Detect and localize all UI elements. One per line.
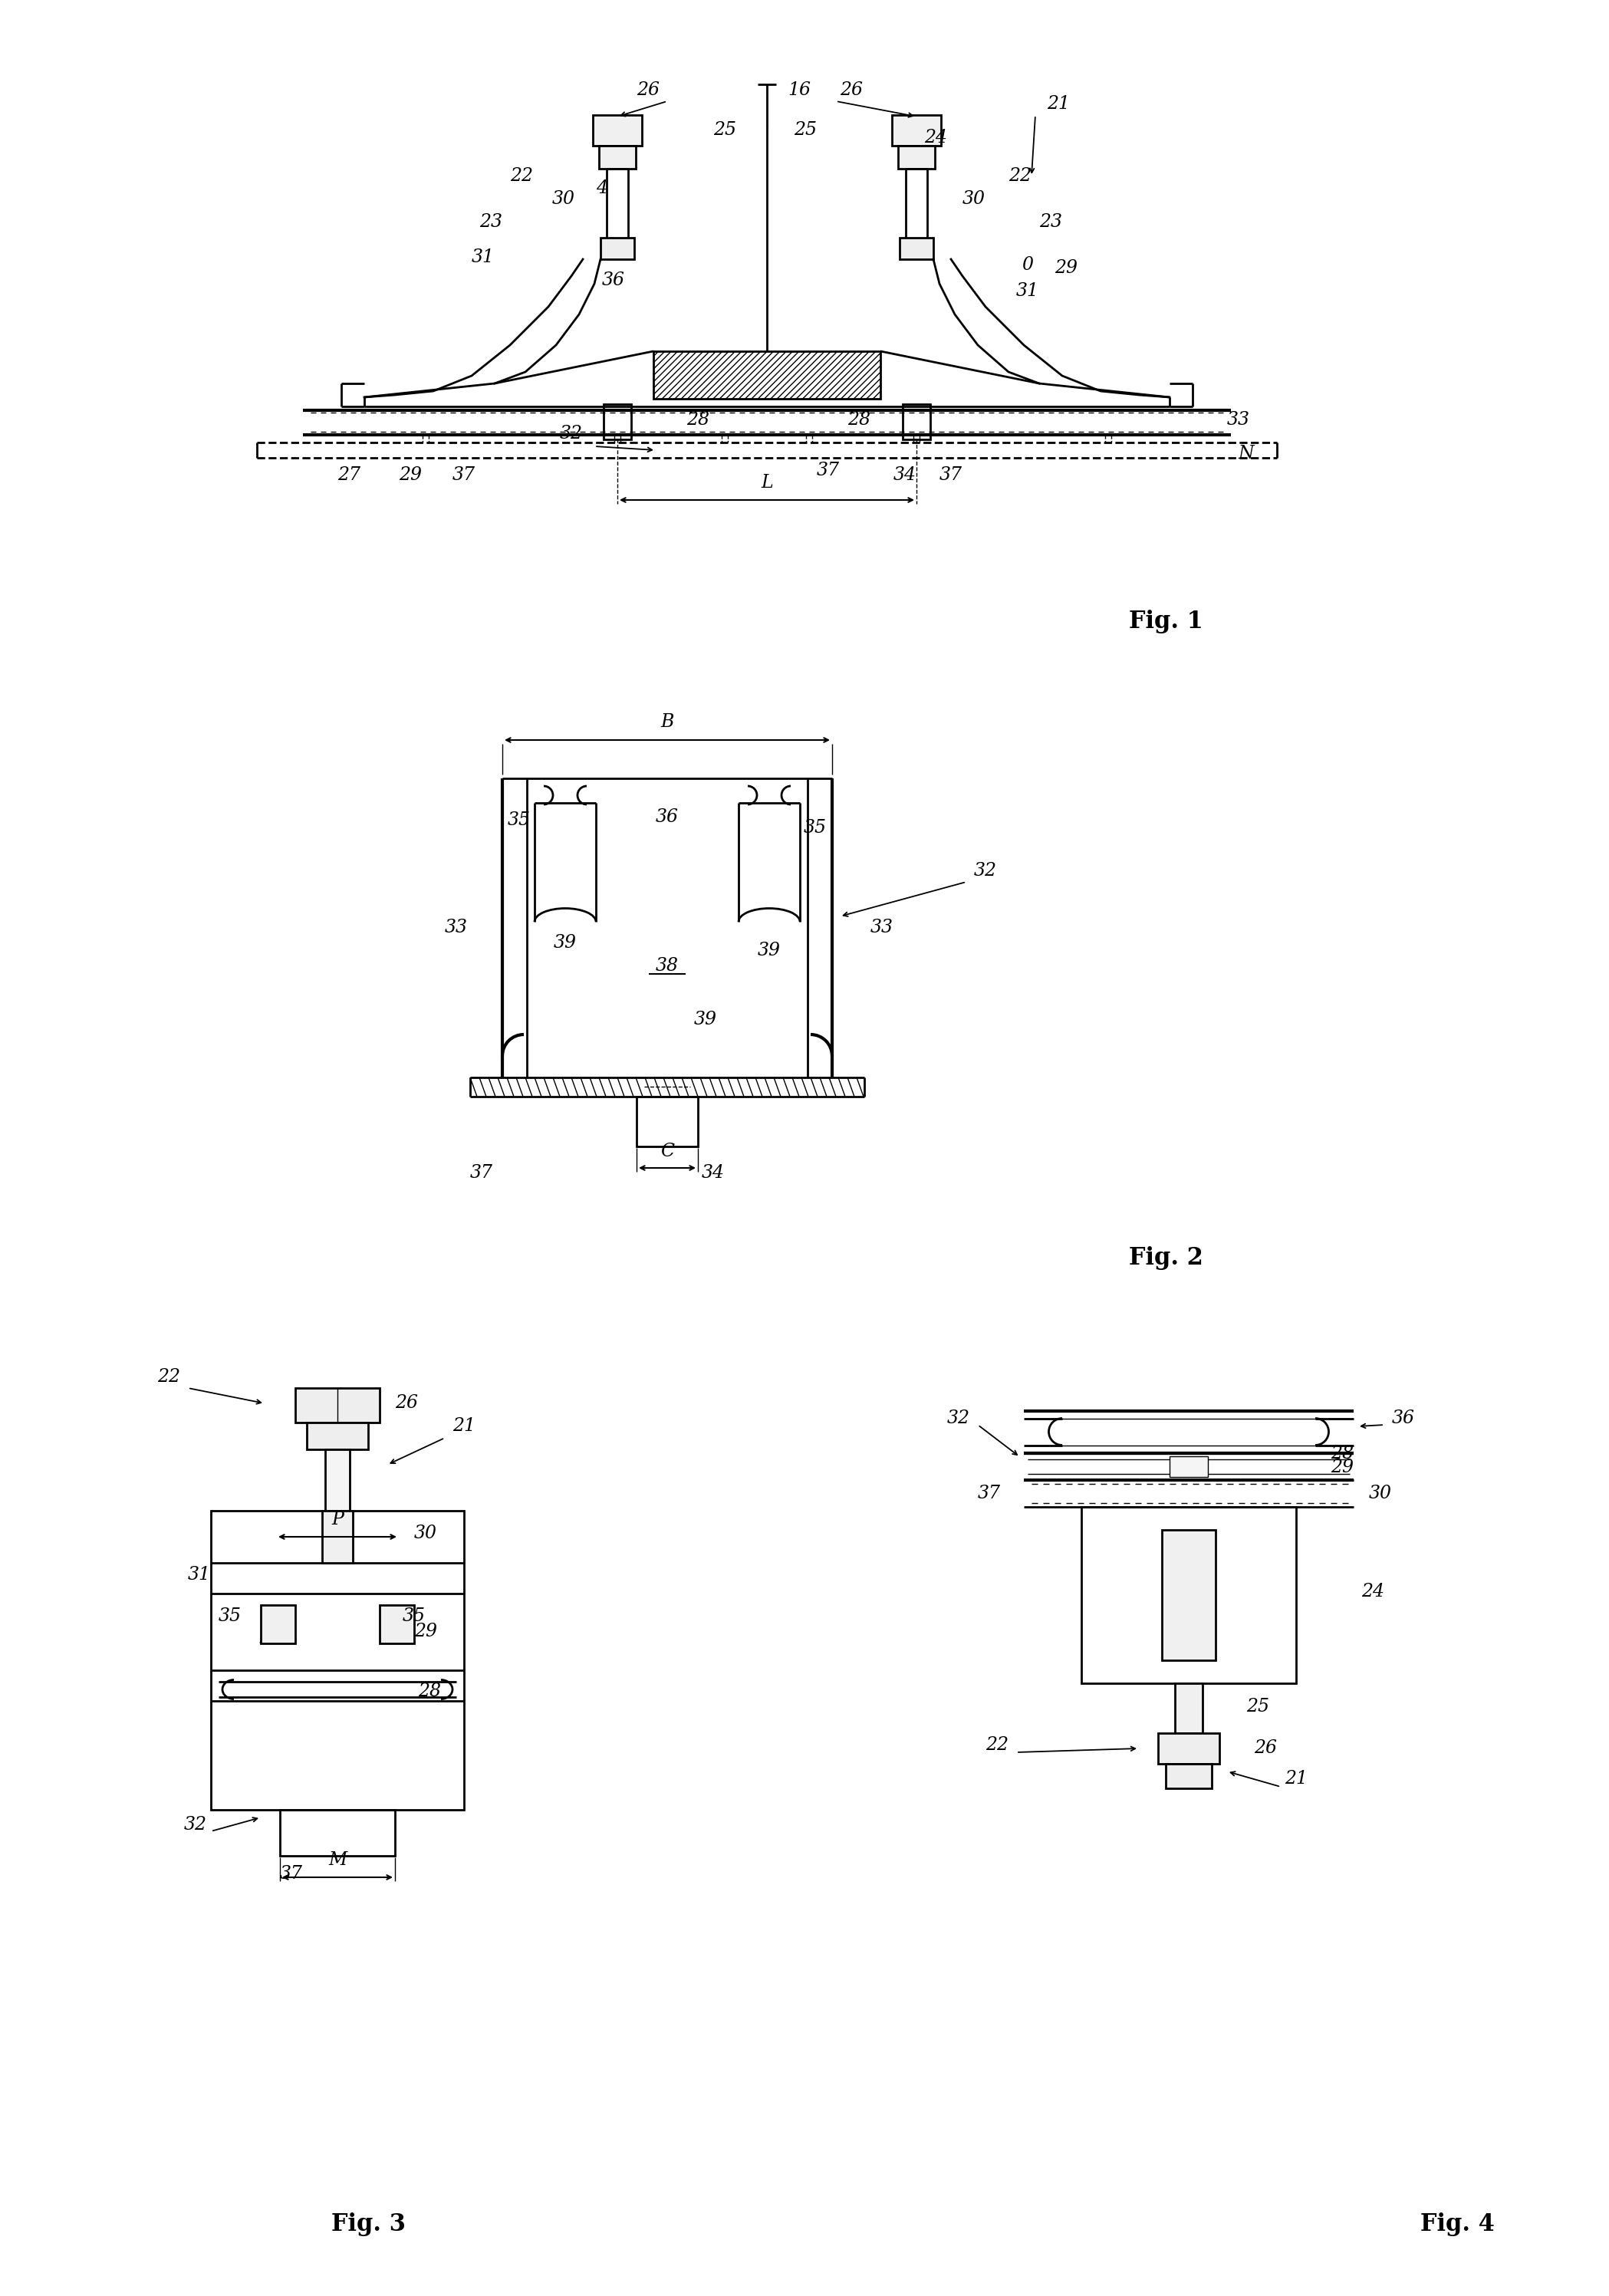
Text: 35: 35 [219, 1607, 241, 1626]
Text: Fig. 3: Fig. 3 [331, 2211, 405, 2236]
Bar [1165, 1763, 1212, 1789]
Text: 22: 22 [1009, 168, 1031, 186]
Bar [211, 1511, 463, 1809]
Bar [637, 1097, 698, 1146]
Text: 32: 32 [948, 1410, 970, 1428]
Text: C: C [660, 1141, 674, 1159]
Bar [280, 1809, 394, 1855]
Text: 26: 26 [637, 83, 660, 99]
Text: 29: 29 [1054, 259, 1078, 278]
Text: 34: 34 [893, 466, 917, 484]
Text: 33: 33 [1228, 411, 1250, 429]
Text: 21: 21 [1284, 1770, 1308, 1789]
Bar [603, 404, 631, 439]
Bar [307, 1424, 368, 1449]
Text: 28: 28 [1331, 1444, 1353, 1463]
Text: 29: 29 [399, 466, 422, 484]
Text: 37: 37 [978, 1486, 1001, 1502]
Text: 25: 25 [1247, 1697, 1270, 1715]
Text: 24: 24 [924, 129, 948, 147]
Bar [600, 239, 634, 259]
Text: 23: 23 [1039, 214, 1062, 232]
Bar [1170, 1456, 1208, 1476]
Text: 4: 4 [597, 179, 608, 197]
Text: 23: 23 [479, 214, 502, 232]
Text: 35: 35 [402, 1607, 426, 1626]
Text: 0: 0 [1022, 255, 1033, 273]
Bar [296, 1389, 380, 1424]
Bar [1158, 1733, 1220, 1763]
Text: 29: 29 [414, 1623, 438, 1642]
Text: 30: 30 [962, 191, 985, 209]
Text: M: M [328, 1851, 348, 1869]
Text: 30: 30 [1369, 1486, 1392, 1502]
Text: 29: 29 [1331, 1458, 1353, 1476]
Text: 31: 31 [188, 1566, 211, 1584]
Text: 26: 26 [1253, 1740, 1278, 1756]
Text: 25: 25 [713, 122, 737, 140]
Text: 31: 31 [471, 248, 494, 266]
Text: 39: 39 [693, 1010, 718, 1029]
Bar [891, 115, 941, 145]
Text: 33: 33 [870, 918, 893, 937]
Bar [1162, 1529, 1215, 1660]
Text: 37: 37 [940, 466, 962, 484]
Text: 36: 36 [656, 808, 679, 827]
Text: 34: 34 [702, 1164, 724, 1182]
Bar [592, 115, 642, 145]
Text: N: N [1239, 445, 1253, 464]
Text: 36: 36 [1392, 1410, 1414, 1428]
Text: 37: 37 [817, 461, 840, 480]
Text: 26: 26 [394, 1394, 418, 1412]
Text: 36: 36 [602, 271, 624, 289]
Text: 32: 32 [973, 861, 998, 879]
Text: 30: 30 [414, 1525, 438, 1543]
Text: Fig. 2: Fig. 2 [1128, 1247, 1204, 1270]
Text: Fig. 4: Fig. 4 [1421, 2211, 1495, 2236]
Text: 35: 35 [804, 820, 827, 838]
Text: 37: 37 [280, 1864, 302, 1883]
Text: L: L [761, 475, 772, 491]
Text: 35: 35 [508, 813, 531, 829]
Bar [325, 1449, 349, 1511]
Text: 21: 21 [1047, 94, 1070, 113]
Text: 22: 22 [510, 168, 533, 186]
Text: 24: 24 [1361, 1582, 1384, 1600]
Bar [322, 1511, 352, 1564]
Text: 39: 39 [758, 941, 780, 960]
Bar [261, 1605, 296, 1644]
Text: 21: 21 [452, 1417, 476, 1435]
Text: 16: 16 [788, 83, 811, 99]
Text: 30: 30 [552, 191, 574, 209]
Text: 28: 28 [687, 411, 710, 429]
Text: 39: 39 [553, 934, 576, 953]
Bar [380, 1605, 414, 1644]
Bar [1081, 1506, 1297, 1683]
Text: B: B [661, 712, 674, 730]
Text: 32: 32 [183, 1816, 208, 1835]
Text: 22: 22 [158, 1368, 180, 1384]
Bar [898, 145, 935, 168]
Text: 25: 25 [793, 122, 817, 140]
Bar [653, 351, 880, 400]
Bar [899, 239, 933, 259]
Text: 32: 32 [560, 425, 582, 443]
Text: 31: 31 [1017, 282, 1039, 301]
Text: 38: 38 [656, 957, 679, 976]
Text: 22: 22 [985, 1736, 1009, 1754]
Text: 37: 37 [470, 1164, 492, 1182]
Text: 33: 33 [444, 918, 468, 937]
Bar [599, 145, 636, 168]
Bar [1175, 1683, 1202, 1733]
Text: 28: 28 [848, 411, 870, 429]
Bar [903, 404, 930, 439]
Text: 28: 28 [418, 1683, 441, 1701]
Text: 26: 26 [840, 83, 862, 99]
Text: Fig. 1: Fig. 1 [1128, 608, 1204, 634]
Text: P: P [331, 1511, 344, 1529]
Text: 37: 37 [452, 466, 476, 484]
Text: 27: 27 [338, 466, 360, 484]
